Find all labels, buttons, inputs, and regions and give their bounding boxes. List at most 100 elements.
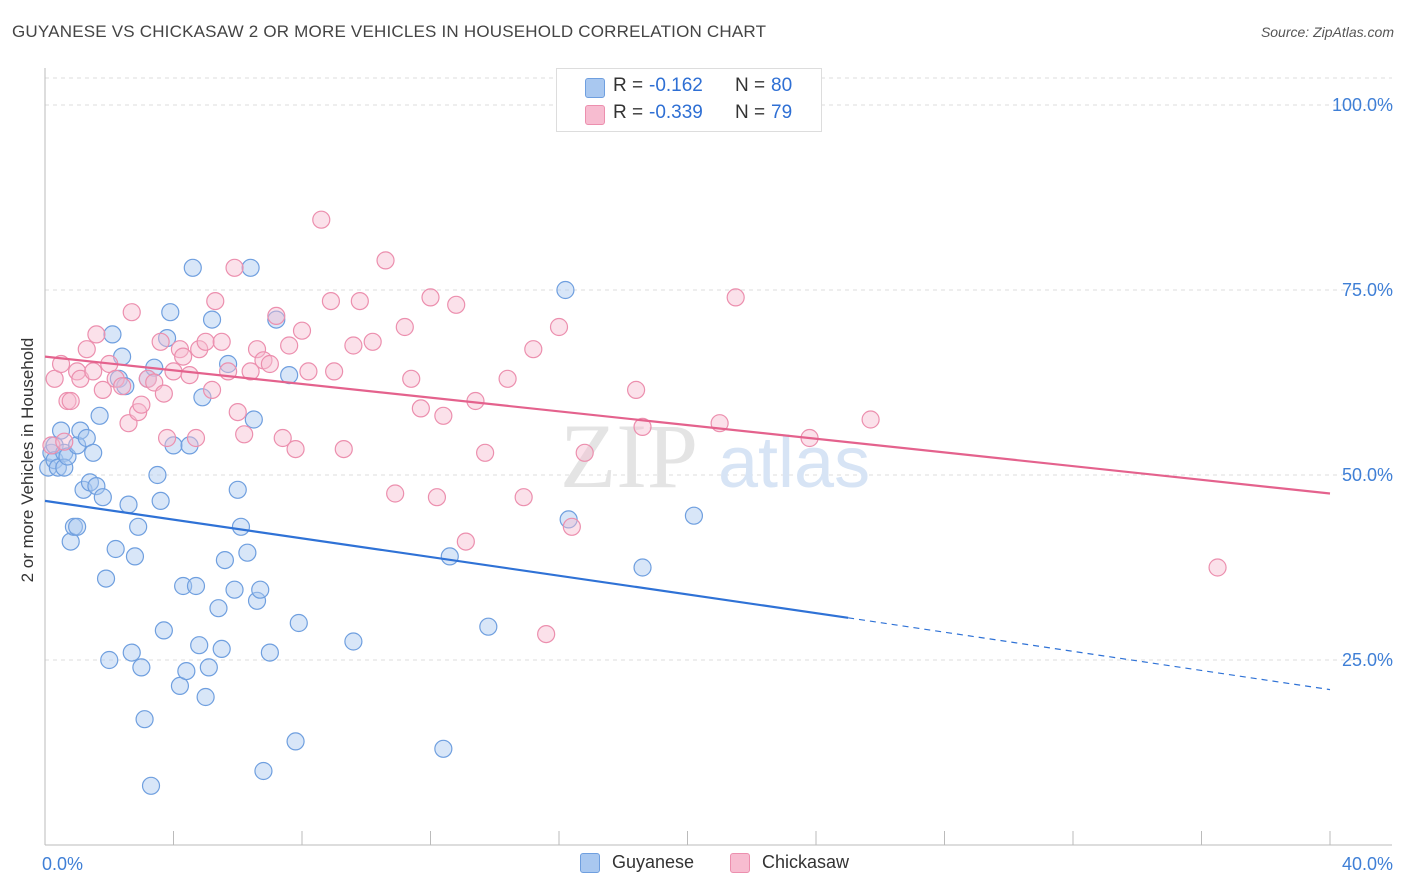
data-point (524, 340, 543, 359)
data-point (154, 621, 173, 640)
data-point (514, 488, 533, 507)
data-point (106, 369, 125, 388)
stats-box: R = -0.162 N = 80 R = -0.339 N = 79 (556, 68, 822, 132)
data-point (202, 310, 222, 329)
data-point (861, 410, 880, 429)
data-point (225, 258, 244, 277)
data-point (247, 591, 267, 610)
data-point (344, 632, 363, 651)
data-point (225, 580, 244, 599)
data-point (219, 354, 238, 374)
watermark-zip: ZIP (560, 405, 698, 507)
y-axis-label: 2 or more Vehicles in Household (18, 337, 37, 583)
data-point (100, 650, 119, 670)
data-point (106, 539, 125, 559)
data-point (190, 340, 209, 359)
data-point (202, 380, 222, 399)
data-point (251, 580, 270, 599)
data-point (186, 428, 206, 448)
data-point (447, 295, 466, 314)
data-point (325, 362, 344, 381)
data-point (562, 517, 581, 536)
n-value: 79 (771, 102, 793, 123)
data-point (421, 288, 440, 307)
data-point (193, 388, 212, 407)
data-point (112, 377, 132, 396)
data-point (235, 425, 254, 444)
series-chickasaw-points (42, 210, 1227, 644)
data-point (231, 517, 251, 536)
chart-title: GUYANESE VS CHICKASAW 2 OR MORE VEHICLES… (12, 22, 767, 41)
data-point (247, 340, 267, 359)
y-tick-label: 75.0% (1342, 280, 1393, 300)
data-point (402, 369, 421, 388)
data-point (289, 613, 308, 633)
data-point (151, 491, 170, 510)
data-point (90, 406, 109, 425)
data-point (196, 332, 215, 351)
data-point (238, 543, 257, 562)
data-point (174, 576, 193, 596)
data-point (39, 458, 58, 477)
data-point (556, 280, 575, 300)
data-point (376, 251, 395, 270)
data-point (479, 617, 498, 636)
data-point (280, 336, 299, 355)
data-point (427, 488, 447, 507)
data-point (633, 558, 652, 577)
data-point (575, 443, 594, 462)
data-point (476, 443, 495, 462)
r-value: -0.339 (649, 102, 703, 123)
y-tick-label: 50.0% (1342, 465, 1393, 485)
data-point (122, 643, 141, 662)
data-point (55, 458, 74, 477)
tick-labels: 25.0% 50.0% 75.0% 100.0% 0.0% 40.0% (42, 95, 1393, 874)
stats-row-guyanese: R = -0.162 N = 80 (557, 75, 821, 99)
data-point (260, 354, 279, 374)
legend-label: Chickasaw (762, 852, 850, 872)
data-point (350, 292, 369, 311)
data-point (77, 340, 96, 359)
n-label: N = (735, 102, 766, 123)
data-point (537, 624, 556, 644)
data-point (129, 517, 148, 536)
data-point (119, 495, 138, 514)
data-point (209, 599, 228, 618)
n-value: 80 (771, 75, 793, 96)
data-point (157, 428, 177, 448)
data-point (344, 336, 363, 355)
data-point (183, 258, 202, 277)
chart-source: Source: ZipAtlas.com (1260, 24, 1394, 40)
data-point (440, 547, 459, 566)
data-point (321, 292, 341, 311)
watermark-atlas: atlas (718, 423, 870, 503)
r-label: R = (613, 102, 644, 123)
trend-line (44, 499, 849, 619)
data-point (87, 477, 106, 496)
r-value: -0.162 (649, 75, 703, 96)
data-point (434, 739, 453, 758)
data-point (177, 661, 196, 681)
data-point (55, 432, 74, 451)
data-point (312, 210, 331, 229)
data-point (164, 436, 183, 455)
data-point (626, 380, 646, 399)
data-point (1208, 558, 1227, 577)
data-point (260, 643, 279, 662)
data-point (87, 325, 106, 344)
data-point (180, 366, 199, 385)
data-point (61, 391, 80, 411)
data-point (180, 436, 199, 455)
data-point (122, 303, 141, 322)
data-point (199, 658, 218, 677)
data-point (286, 440, 305, 459)
data-point (148, 465, 167, 485)
guyanese-swatch (585, 78, 605, 98)
data-point (84, 362, 103, 381)
legend-label: Guyanese (612, 852, 695, 872)
x-tick-label: 40.0% (1342, 854, 1393, 874)
data-point (549, 317, 569, 337)
data-point (498, 369, 517, 388)
data-point (190, 636, 209, 655)
data-point (212, 332, 231, 351)
